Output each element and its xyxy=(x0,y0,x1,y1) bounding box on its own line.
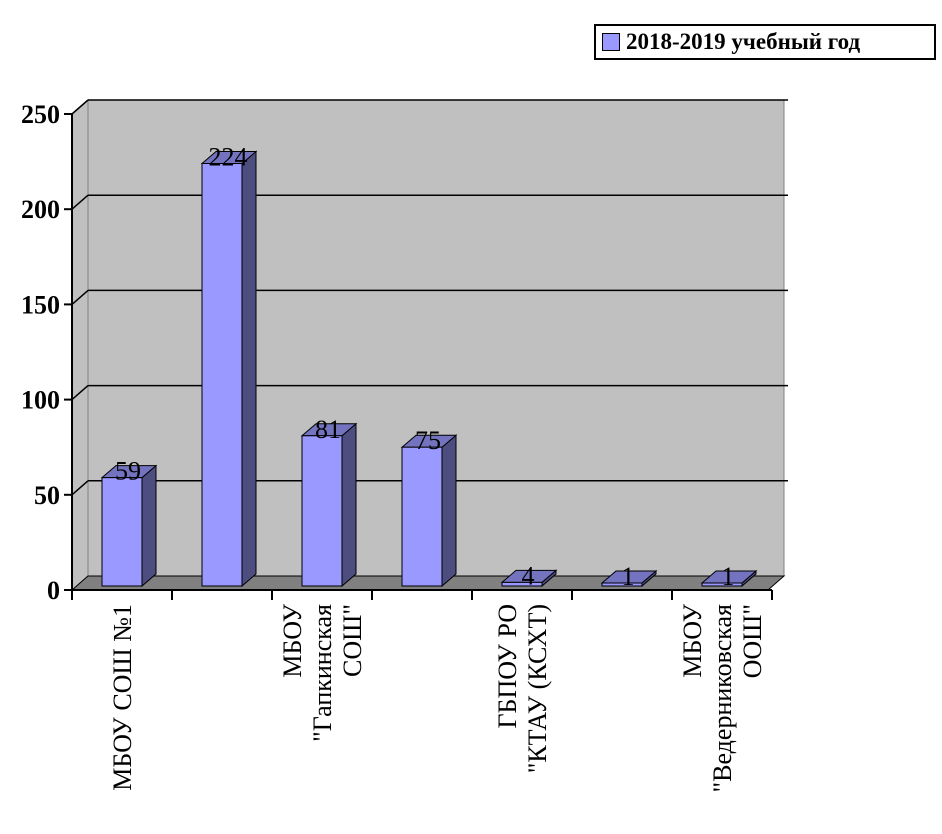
y-tick-label: 150 xyxy=(21,290,60,319)
bar-front xyxy=(101,477,143,587)
x-tick-label: МБОУ xyxy=(678,603,707,677)
bar xyxy=(200,150,258,588)
bar-front xyxy=(601,582,643,587)
legend-swatch xyxy=(602,33,620,51)
bar-side xyxy=(441,434,457,588)
y-tick-label: 0 xyxy=(47,576,60,605)
data-label: 59 xyxy=(115,457,141,486)
x-tick-label: МБОУ xyxy=(278,603,307,677)
data-label: 1 xyxy=(722,562,735,591)
y-tick-label: 250 xyxy=(21,100,60,129)
x-tick-label: ГБПОУ РО xyxy=(493,604,522,729)
legend: 2018-2019 учебный год xyxy=(594,24,936,60)
bar xyxy=(600,569,658,588)
gridline-side xyxy=(71,480,89,496)
bar xyxy=(100,464,158,588)
data-label: 81 xyxy=(315,415,341,444)
data-label: 4 xyxy=(522,561,535,590)
bar xyxy=(700,569,758,588)
gridline-side xyxy=(71,385,89,401)
data-label: 75 xyxy=(415,426,441,455)
bar xyxy=(500,569,558,588)
x-tick-label: "Гапкинская xyxy=(308,604,337,742)
gridline-side xyxy=(71,194,89,210)
axes xyxy=(71,114,772,591)
y-tick-label: 100 xyxy=(21,386,60,415)
bar-side xyxy=(141,464,157,588)
y-ticks: 0 50 100 150 200 250 xyxy=(21,100,72,605)
gridline-side xyxy=(71,289,89,305)
x-labels: МБОУ СОШ №1 МБОУ "Гапкинская СОШ" ГБПОУ РО "К… xyxy=(108,603,767,792)
bar-front xyxy=(501,581,543,587)
plot-side-wall xyxy=(71,98,89,592)
x-tick-label: МБОУ СОШ №1 xyxy=(108,604,137,791)
bar-front xyxy=(701,582,743,587)
bar-front xyxy=(401,446,443,587)
x-tick-label: СОШ" xyxy=(338,604,367,677)
x-tick-label: "КТАУ (КСХТ) xyxy=(523,604,552,773)
bar xyxy=(300,422,358,588)
bar-front xyxy=(201,163,243,587)
data-labels: 59 224 81 75 4 1 1 xyxy=(115,143,735,591)
bar xyxy=(400,434,458,588)
bar-side xyxy=(241,150,257,588)
bar-front xyxy=(301,435,343,587)
y-tick-label: 50 xyxy=(34,481,60,510)
y-tick-label: 200 xyxy=(21,195,60,224)
legend-label: 2018-2019 учебный год xyxy=(626,29,861,54)
bar-side xyxy=(341,422,357,588)
gridline-side xyxy=(71,99,89,115)
bars xyxy=(100,150,758,588)
data-label: 1 xyxy=(622,562,635,591)
x-ticks xyxy=(71,590,773,600)
data-label: 224 xyxy=(209,143,248,172)
x-tick-label: ООШ" xyxy=(738,604,767,678)
x-tick-label: "Ведерниковская xyxy=(708,604,737,793)
